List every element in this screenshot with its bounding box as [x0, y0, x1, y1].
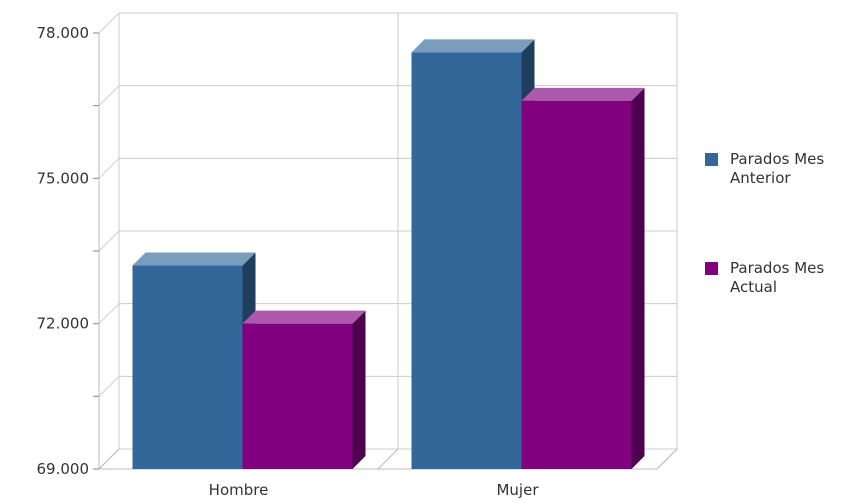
bar: [411, 39, 535, 469]
bar-top: [411, 39, 535, 53]
bar-front: [132, 265, 243, 469]
grid-line: [98, 375, 120, 397]
bar-side: [352, 310, 366, 469]
bar-top: [242, 310, 366, 324]
bar-side: [631, 87, 645, 470]
y-tick-label: 78.000: [37, 24, 90, 42]
x-tick-label: Mujer: [496, 481, 539, 499]
bar-front: [242, 323, 353, 469]
grid-line: [98, 230, 120, 252]
x-tick-label: Hombre: [209, 481, 269, 499]
x-tick: [98, 448, 120, 470]
y-tick-label: 72.000: [37, 315, 90, 333]
bar: [132, 252, 256, 469]
legend-label: Parados Mes Anterior: [730, 150, 825, 187]
y-tick-label: 75.000: [37, 169, 90, 187]
bar-front: [521, 100, 632, 470]
bar-top: [132, 252, 256, 266]
legend-swatch: [705, 153, 718, 166]
legend-label: Parados Mes Actual: [730, 259, 825, 296]
bar-top: [521, 87, 645, 101]
grid-line: [98, 85, 120, 107]
x-tick: [656, 448, 678, 470]
y-tick-label: 69.000: [37, 460, 90, 478]
x-tick: [377, 448, 399, 470]
grid-line: [98, 303, 120, 325]
legend-swatch: [705, 262, 718, 275]
bar: [521, 87, 645, 470]
bar: [242, 310, 366, 469]
grid-line: [98, 12, 120, 34]
grid-line: [98, 157, 120, 179]
bar-front: [411, 52, 522, 469]
